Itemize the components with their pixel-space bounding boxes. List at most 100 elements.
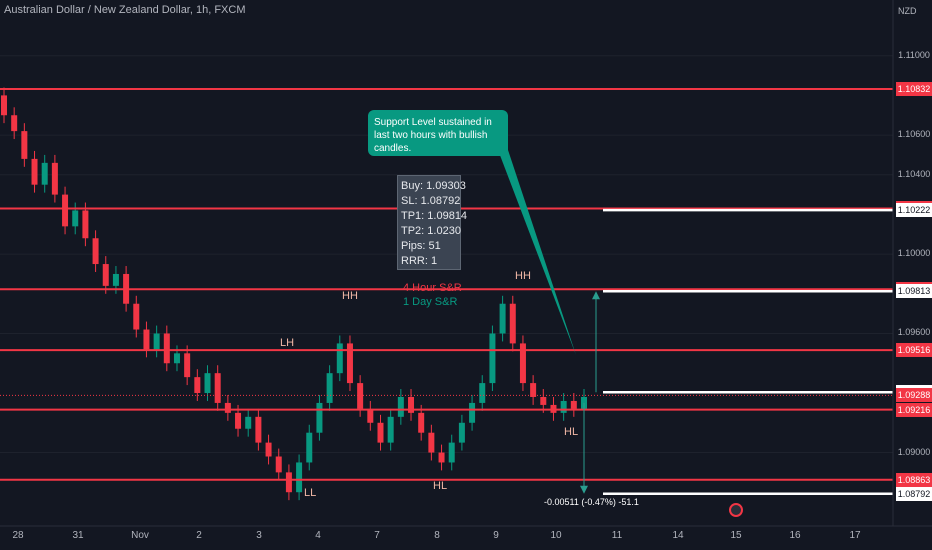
candle-body — [102, 264, 109, 286]
time-tick-13: 16 — [789, 530, 801, 541]
candle-body — [387, 416, 394, 443]
candle-body — [499, 303, 506, 334]
candle-body — [326, 373, 333, 403]
time-tick-2: Nov — [131, 530, 149, 541]
candle-body — [285, 472, 292, 493]
candle-body — [296, 462, 303, 493]
rrr-line: RRR: 1 — [401, 255, 438, 267]
price-tick-3: 1.10000 — [897, 248, 931, 259]
candle-body — [519, 343, 526, 384]
candle-body — [31, 158, 38, 185]
candle-body — [448, 442, 455, 463]
time-tick-10: 11 — [611, 530, 623, 541]
swing-label-hl-1: HL — [433, 480, 448, 492]
callout-pointer — [498, 150, 576, 355]
candlestick-series — [1, 87, 587, 501]
candle-body — [458, 422, 465, 443]
price-label-9: 1.08863 — [896, 472, 932, 487]
candle-body — [570, 400, 577, 409]
time-tick-1: 31 — [72, 530, 84, 541]
candle-body — [265, 442, 272, 457]
measure-arrows — [580, 291, 600, 494]
candle-body — [235, 412, 242, 429]
swing-label-hh-1: HH — [342, 290, 358, 302]
candle-body — [275, 456, 282, 473]
candle-body — [163, 333, 170, 364]
candle-body — [62, 194, 69, 227]
measure-readout: -0.00511 (-0.47%) -51.1 — [544, 497, 639, 507]
candle-body — [418, 412, 425, 433]
candle-body — [82, 210, 89, 239]
tradingview-logo-icon[interactable] — [729, 503, 743, 517]
tp1-line: TP1: 1.09814 — [401, 210, 468, 222]
sl-line: SL: 1.08792 — [401, 195, 461, 207]
candle-body — [112, 273, 119, 286]
time-tick-8: 9 — [493, 530, 499, 541]
candle-body — [143, 329, 150, 350]
candle-body — [133, 303, 140, 330]
candle-body — [367, 408, 374, 423]
candle-body — [489, 333, 496, 384]
swing-label-lh: LH — [280, 337, 295, 349]
support-callout[interactable]: Support Level sustained in last two hour… — [368, 110, 508, 156]
legend-4h: 4 Hour S&R — [403, 282, 462, 294]
swing-label-ll: LL — [304, 487, 317, 499]
candle-body — [41, 162, 48, 185]
candle-body — [204, 373, 211, 394]
candle-body — [530, 383, 537, 397]
candle-body — [428, 432, 435, 453]
candle-body — [509, 303, 516, 344]
candle-body — [214, 373, 221, 403]
candle-body — [255, 416, 262, 443]
price-tick-2: 1.10400 — [897, 168, 931, 179]
time-tick-11: 14 — [672, 530, 684, 541]
candle-body — [72, 210, 79, 227]
tp-arrow-head — [592, 291, 600, 300]
candle-body — [245, 416, 252, 429]
candle-body — [438, 452, 445, 463]
candle-body — [397, 396, 404, 417]
support-resistance-lines — [0, 88, 893, 496]
candle-body — [194, 377, 201, 394]
time-tick-4: 3 — [256, 530, 262, 541]
price-label-5: 1.09516 — [896, 343, 932, 358]
candle-body — [377, 422, 384, 443]
price-label-8: 1.09216 — [896, 402, 932, 417]
candle-body — [21, 131, 28, 159]
candle-body — [408, 396, 415, 413]
candle-body — [336, 343, 343, 374]
buy-line: Buy: 1.09303 — [401, 180, 466, 192]
price-tick-5: 1.09000 — [897, 446, 931, 457]
price-label-10: 1.08792 — [896, 486, 932, 501]
time-tick-14: 17 — [849, 530, 861, 541]
candle-body — [357, 383, 364, 409]
time-tick-12: 15 — [730, 530, 742, 541]
pips-line: Pips: 51 — [401, 240, 441, 252]
price-label-7: 1.09288 — [896, 388, 932, 403]
trade-info-box[interactable]: Buy: 1.09303 SL: 1.08792 TP1: 1.09814 TP… — [397, 175, 468, 270]
candle-body — [92, 238, 99, 265]
candle-body — [1, 95, 7, 116]
time-tick-7: 8 — [434, 530, 440, 541]
price-label-0: 1.10832 — [896, 82, 932, 97]
candle-body — [540, 396, 547, 405]
price-tick-4: 1.09600 — [897, 327, 931, 338]
candle-body — [224, 402, 231, 413]
time-tick-0: 28 — [12, 530, 24, 541]
time-tick-3: 2 — [196, 530, 202, 541]
price-label-4: 1.09813 — [896, 284, 932, 299]
candle-body — [184, 353, 191, 378]
candle-body — [479, 383, 486, 403]
candle-body — [153, 333, 160, 350]
time-tick-9: 10 — [550, 530, 562, 541]
time-tick-6: 7 — [374, 530, 380, 541]
candle-body — [346, 343, 353, 384]
legend-1d: 1 Day S&R — [403, 296, 458, 308]
candle-body — [306, 432, 313, 463]
price-tick-0: 1.11000 — [898, 49, 930, 60]
swing-label-hl-2: HL — [564, 426, 579, 438]
candle-body — [560, 400, 567, 413]
chart-title: Australian Dollar / New Zealand Dollar, … — [4, 4, 246, 16]
candle-body — [51, 162, 58, 195]
